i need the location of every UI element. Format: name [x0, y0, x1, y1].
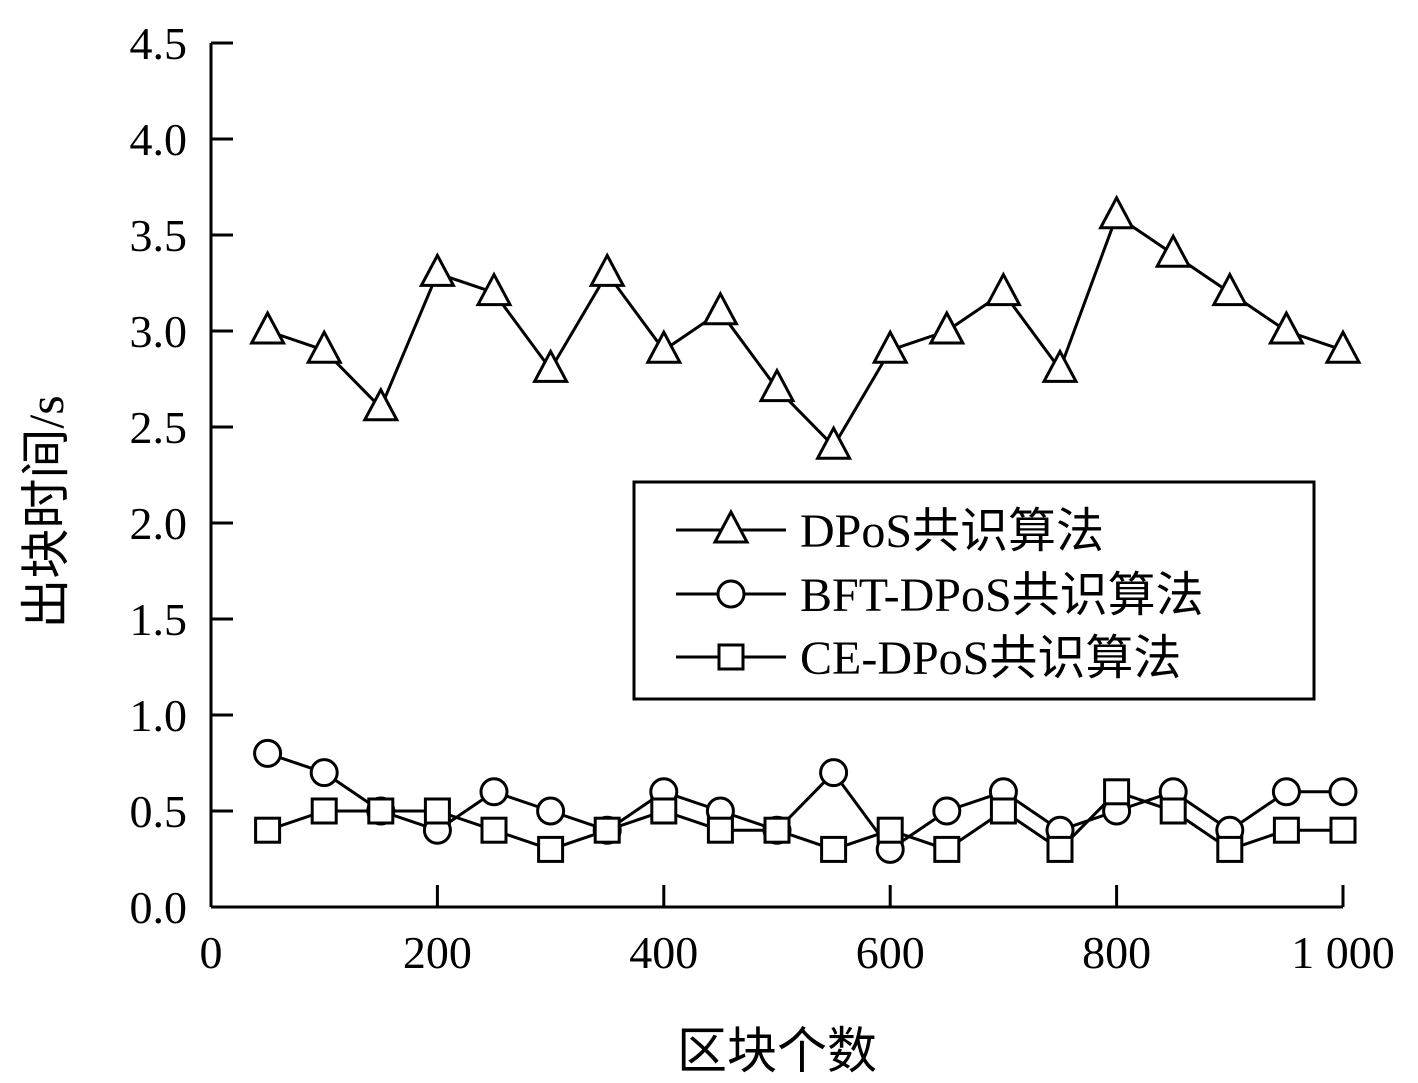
data-point-square: [537, 835, 565, 863]
x-tick-label: 800: [1082, 927, 1151, 978]
legend-marker-circle: [716, 579, 746, 609]
data-point-square: [706, 816, 734, 844]
data-point-square: [310, 797, 338, 825]
data-point-square: [1272, 816, 1300, 844]
data-point-square: [254, 816, 282, 844]
y-tick-label: 1.5: [130, 594, 188, 645]
data-point-circle: [253, 738, 283, 768]
data-point-square: [367, 797, 395, 825]
data-point-triangle: [418, 252, 456, 287]
data-point-triangle: [1267, 309, 1305, 345]
data-point-circle: [1271, 777, 1301, 807]
y-tick-label: 3.0: [130, 306, 188, 357]
data-point-square: [876, 816, 904, 844]
data-point-square: [989, 797, 1017, 825]
data-point-circle: [819, 758, 849, 788]
x-tick-label: 200: [403, 927, 472, 978]
legend-marker-triangle: [712, 508, 750, 544]
series-triangle: [249, 194, 1362, 460]
y-tick-label: 2.0: [130, 498, 188, 549]
data-point-circle: [479, 777, 509, 807]
data-point-triangle: [1211, 271, 1249, 307]
series-circle: [253, 738, 1358, 864]
data-point-circle: [1328, 777, 1358, 807]
data-point-square: [650, 797, 678, 825]
x-tick-label: 0: [200, 927, 223, 978]
data-point-circle: [536, 796, 566, 826]
data-point-square: [1103, 778, 1131, 806]
y-tick-label: 0.5: [130, 786, 188, 837]
x-axis-title: 区块个数: [677, 1023, 877, 1079]
legend-label: CE-DPoS共识算法: [800, 632, 1181, 685]
data-point-square: [1216, 835, 1244, 863]
data-point-square: [423, 797, 451, 825]
data-point-triangle: [1324, 329, 1362, 364]
axes: 0.0 0.5 1.0 1.5 2.0 2.5 3.0 3.5 4.0 4.5 0 200 400 600…: [130, 18, 1395, 978]
data-point-triangle: [1154, 233, 1192, 268]
x-tick-label: 1 000: [1291, 927, 1395, 978]
series-layer: [249, 194, 1362, 864]
data-point-triangle: [984, 271, 1022, 307]
data-point-circle: [932, 796, 962, 826]
y-tick-label: 2.5: [130, 402, 188, 453]
data-point-triangle: [928, 309, 966, 345]
data-point-square: [820, 835, 848, 863]
y-tick-label: 3.5: [130, 210, 188, 261]
y-axis-title: 出块时间/s: [18, 395, 74, 628]
data-point-circle: [309, 758, 339, 788]
data-point-triangle: [475, 271, 513, 307]
legend-label: BFT-DPoS共识算法: [800, 569, 1204, 622]
data-point-square: [593, 816, 621, 844]
legend-label: DPoS共识算法: [800, 505, 1104, 558]
y-tick-label: 4.5: [130, 18, 188, 69]
y-tick-label: 1.0: [130, 690, 188, 741]
data-point-triangle: [815, 425, 853, 460]
series-square: [254, 778, 1357, 863]
data-point-square: [1046, 835, 1074, 863]
data-point-triangle: [249, 309, 287, 345]
data-point-triangle: [645, 329, 683, 364]
data-point-triangle: [871, 329, 909, 364]
data-point-square: [1329, 816, 1357, 844]
data-point-triangle: [305, 329, 343, 364]
data-point-square: [763, 816, 791, 844]
data-point-triangle: [1041, 348, 1079, 383]
y-tick-label: 0.0: [130, 882, 188, 933]
data-point-square: [933, 835, 961, 863]
x-tick-label: 600: [856, 927, 925, 978]
legend-marker-square: [717, 643, 745, 671]
y-tick-label: 4.0: [130, 114, 188, 165]
legend: DPoS共识算法 BFT-DPoS共识算法 CE-DPoS共识算法: [632, 480, 1316, 701]
data-point-square: [480, 816, 508, 844]
data-point-triangle: [588, 252, 626, 287]
data-point-triangle: [362, 386, 400, 422]
x-tick-label: 400: [629, 927, 698, 978]
data-point-triangle: [701, 290, 739, 326]
data-point-triangle: [532, 348, 570, 383]
data-point-square: [1159, 797, 1187, 825]
legend-box: [632, 480, 1316, 701]
data-point-triangle: [1098, 194, 1136, 230]
data-point-triangle: [758, 367, 796, 403]
